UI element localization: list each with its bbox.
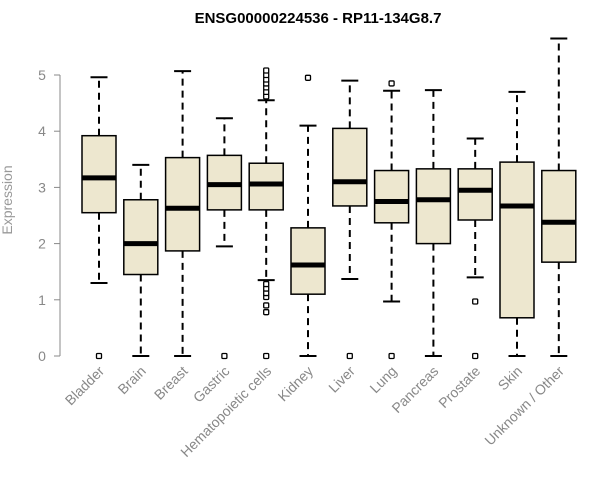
outlier-point <box>263 352 270 360</box>
box-unknown-other <box>541 37 577 357</box>
outlier-point <box>388 80 395 87</box>
box-pancreas <box>415 89 452 357</box>
iqr-box <box>415 168 452 245</box>
box-brain <box>123 163 159 357</box>
box-bladder <box>81 76 117 360</box>
box-skin <box>499 90 535 357</box>
y-tick-label: 0 <box>38 348 46 364</box>
chart-title: ENSG00000224536 - RP11-134G8.7 <box>195 10 442 27</box>
y-tick-label: 5 <box>38 67 46 83</box>
outlier-point <box>472 298 479 305</box>
iqr-box <box>81 134 117 214</box>
box-lung <box>373 80 410 360</box>
y-axis: 0 1 2 3 4 5 <box>38 67 61 364</box>
box-prostate <box>457 137 493 360</box>
x-tick-label: Bladder <box>62 363 108 409</box>
outlier-point <box>221 352 228 360</box>
x-tick-label: Brain <box>114 363 148 397</box>
outlier-point <box>263 309 270 316</box>
box-liver <box>332 79 368 360</box>
iqr-box <box>457 168 493 221</box>
y-tick-label: 3 <box>38 179 46 195</box>
iqr-box <box>332 127 368 207</box>
iqr-box <box>541 169 577 263</box>
iqr-box <box>290 227 326 295</box>
y-tick-label: 1 <box>38 292 46 308</box>
x-tick-label: Unknown / Other <box>481 363 567 449</box>
x-tick-label: Kidney <box>275 363 317 405</box>
outlier-point <box>304 74 312 81</box>
iqr-box <box>164 156 201 252</box>
y-tick-label: 2 <box>38 236 46 252</box>
y-axis-label: Expression <box>0 165 15 234</box>
x-tick-label: Lung <box>366 363 399 396</box>
outlier-point <box>263 280 270 288</box>
outlier-point <box>472 352 479 360</box>
box-hematopoietic-cells <box>248 67 284 360</box>
box-breast <box>164 70 201 357</box>
y-tick-label: 4 <box>38 123 46 139</box>
outlier-point <box>263 302 270 309</box>
x-tick-label: Skin <box>495 363 526 394</box>
outlier-point <box>388 352 395 360</box>
iqr-box <box>499 161 535 319</box>
iqr-box <box>373 169 410 224</box>
outlier-point <box>346 352 353 360</box>
x-tick-label: Breast <box>151 363 191 403</box>
x-tick-label: Prostate <box>435 363 483 411</box>
box-gastric <box>206 117 243 360</box>
x-tick-label: Liver <box>325 363 358 396</box>
outlier-point <box>95 352 103 360</box>
box-kidney <box>290 74 326 357</box>
iqr-box <box>248 162 284 211</box>
boxes-group <box>81 37 577 360</box>
outlier-point <box>263 67 270 74</box>
iqr-box <box>123 199 159 276</box>
